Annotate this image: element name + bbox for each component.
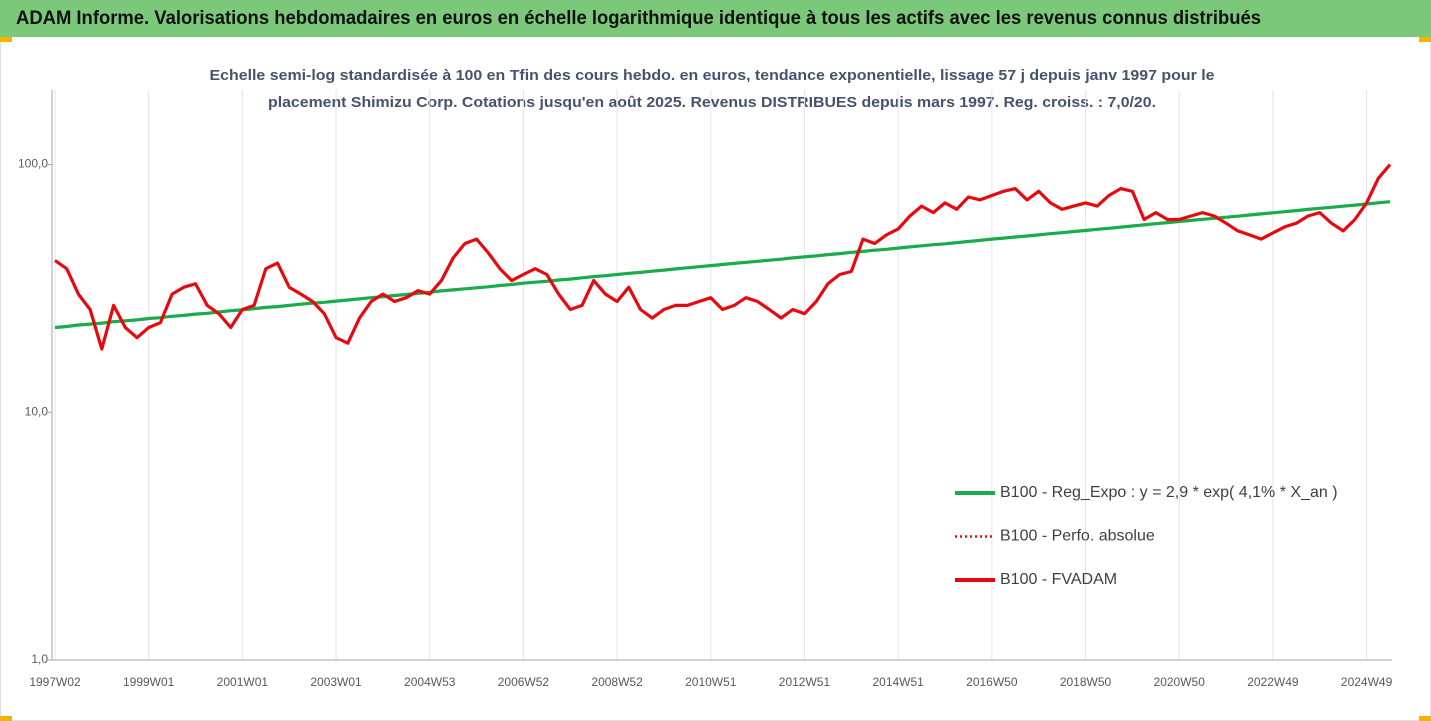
y-tick-label: 1,0 — [31, 652, 48, 666]
x-tick-label: 2010W51 — [685, 675, 737, 689]
grid — [54, 90, 1368, 660]
subtitle: Echelle semi-log standardisée à 100 en T… — [210, 67, 1215, 84]
legend-label: B100 - FVADAM — [1000, 571, 1117, 588]
series-line — [54, 200, 1391, 330]
legend-label: B100 - Reg_Expo : y = 2,9 * exp( 4,1% * … — [1000, 484, 1338, 501]
series-line — [54, 163, 1392, 351]
x-tick-label: 2016W50 — [966, 675, 1018, 689]
corner — [0, 37, 12, 42]
x-tick-label: 2020W50 — [1154, 675, 1206, 689]
x-tick-label: 2022W49 — [1247, 675, 1299, 689]
x-tick-label: 2003W01 — [310, 675, 362, 689]
y-tick-label: 100,0 — [18, 157, 48, 171]
subtitle: placement Shimizu Corp. Cotations jusqu'… — [268, 94, 1156, 111]
x-tick-label: 2018W50 — [1060, 675, 1112, 689]
corner — [1419, 716, 1431, 721]
x-tick-label: 2014W51 — [872, 675, 924, 689]
x-tick-label: 2006W52 — [498, 675, 550, 689]
header-band — [0, 0, 1431, 37]
x-tick-label: 2024W49 — [1341, 675, 1393, 689]
corner — [0, 716, 12, 721]
chart-title: ADAM Informe. Valorisations hebdomadaire… — [16, 8, 1261, 29]
x-tick-label: 1997W02 — [29, 675, 81, 689]
x-tick-label: 2008W52 — [591, 675, 643, 689]
corner — [1419, 37, 1431, 42]
x-tick-label: 1999W01 — [123, 675, 175, 689]
x-tick-label: 2012W51 — [779, 675, 831, 689]
x-tick-label: 2001W01 — [217, 675, 269, 689]
legend-label: B100 - Perfo. absolue — [1000, 528, 1155, 545]
y-tick-label: 10,0 — [25, 404, 49, 418]
x-tick-label: 2004W53 — [404, 675, 456, 689]
